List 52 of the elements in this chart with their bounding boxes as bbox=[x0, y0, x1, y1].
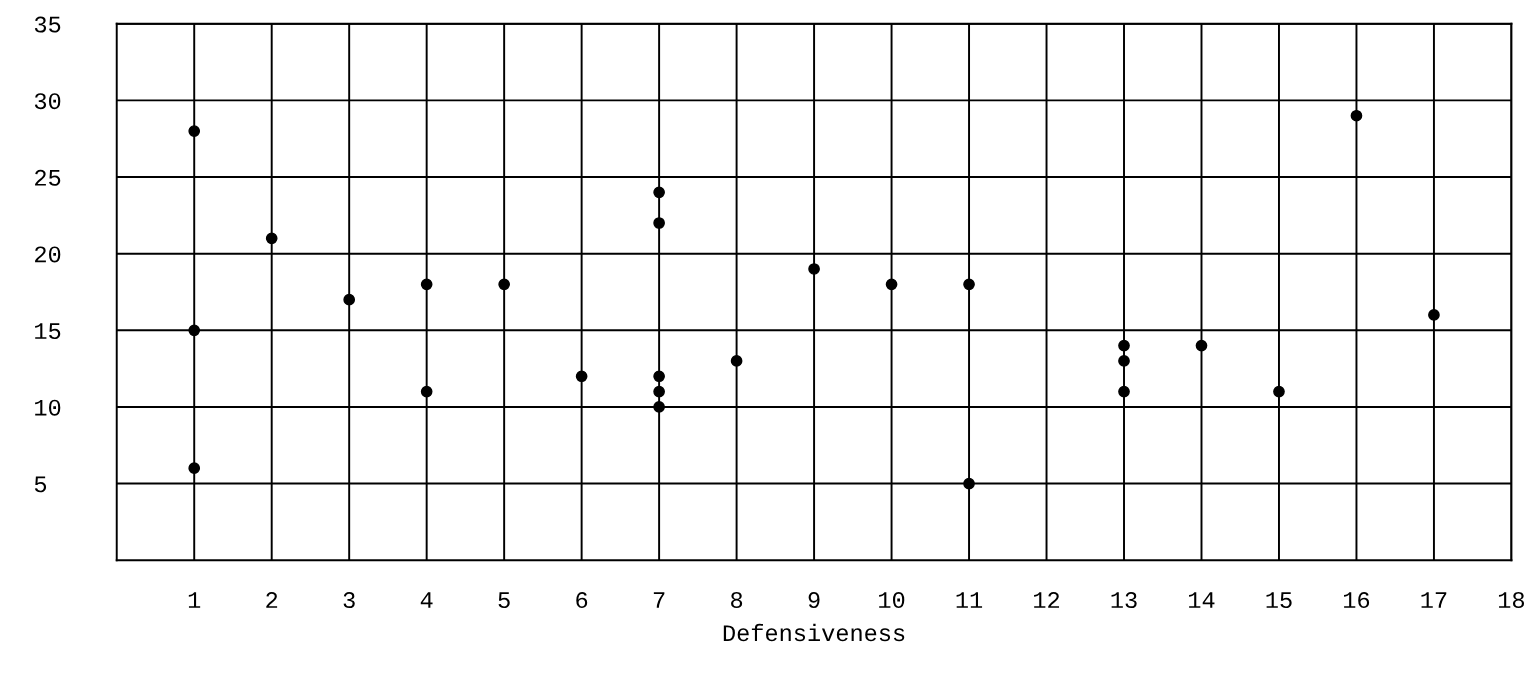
y-tick-label: 35 bbox=[34, 16, 61, 33]
point bbox=[653, 370, 665, 383]
x-tick-label: 15 bbox=[1266, 592, 1292, 609]
y-tick-label: 10 bbox=[35, 399, 61, 416]
point bbox=[188, 324, 201, 337]
x-tick-label: 4 bbox=[420, 592, 433, 608]
point bbox=[343, 293, 356, 306]
x-axis-title: Defensiveness bbox=[723, 623, 905, 642]
x-tick-label: 6 bbox=[576, 592, 588, 609]
x-tick-label: 1 bbox=[188, 592, 201, 608]
y-tick-label: 5 bbox=[34, 476, 47, 493]
x-tick-label: 8 bbox=[731, 592, 743, 609]
point bbox=[498, 278, 510, 291]
x-tick-label: 2 bbox=[266, 592, 278, 608]
point bbox=[963, 477, 975, 490]
point bbox=[885, 278, 898, 291]
x-tick-label: 11 bbox=[956, 592, 983, 608]
x-tick-label: 13 bbox=[1111, 592, 1137, 609]
point bbox=[653, 385, 665, 398]
x-tick-label: 17 bbox=[1421, 592, 1447, 608]
x-tick-label: 16 bbox=[1344, 592, 1370, 609]
point bbox=[963, 278, 975, 291]
y-tick-label: 20 bbox=[35, 246, 61, 263]
x-tick-label: 10 bbox=[879, 592, 905, 609]
x-tick-label: 18 bbox=[1498, 592, 1525, 609]
point bbox=[730, 355, 743, 367]
point bbox=[1428, 309, 1440, 321]
x-tick-label: 12 bbox=[1034, 592, 1060, 608]
point bbox=[1273, 385, 1285, 398]
x-tick-label: 7 bbox=[653, 592, 665, 608]
point bbox=[265, 232, 278, 245]
x-tick-label: 3 bbox=[343, 592, 355, 609]
point bbox=[653, 401, 665, 413]
point bbox=[420, 385, 433, 398]
point bbox=[188, 462, 201, 475]
y-tick-label: 30 bbox=[34, 93, 61, 110]
point bbox=[808, 263, 820, 275]
y-tick-label: 15 bbox=[35, 323, 61, 340]
x-tick-label: 14 bbox=[1189, 592, 1215, 608]
point bbox=[1118, 385, 1130, 398]
point bbox=[1195, 339, 1208, 352]
point bbox=[420, 278, 433, 291]
y-tick-label: 25 bbox=[35, 169, 61, 186]
point bbox=[575, 370, 588, 383]
point bbox=[188, 125, 201, 137]
x-tick-label: 5 bbox=[498, 592, 510, 609]
point bbox=[653, 186, 665, 199]
point bbox=[653, 217, 665, 229]
point bbox=[1350, 109, 1363, 122]
x-tick-label: 9 bbox=[808, 592, 820, 609]
point bbox=[1118, 339, 1130, 352]
point bbox=[1118, 355, 1130, 367]
